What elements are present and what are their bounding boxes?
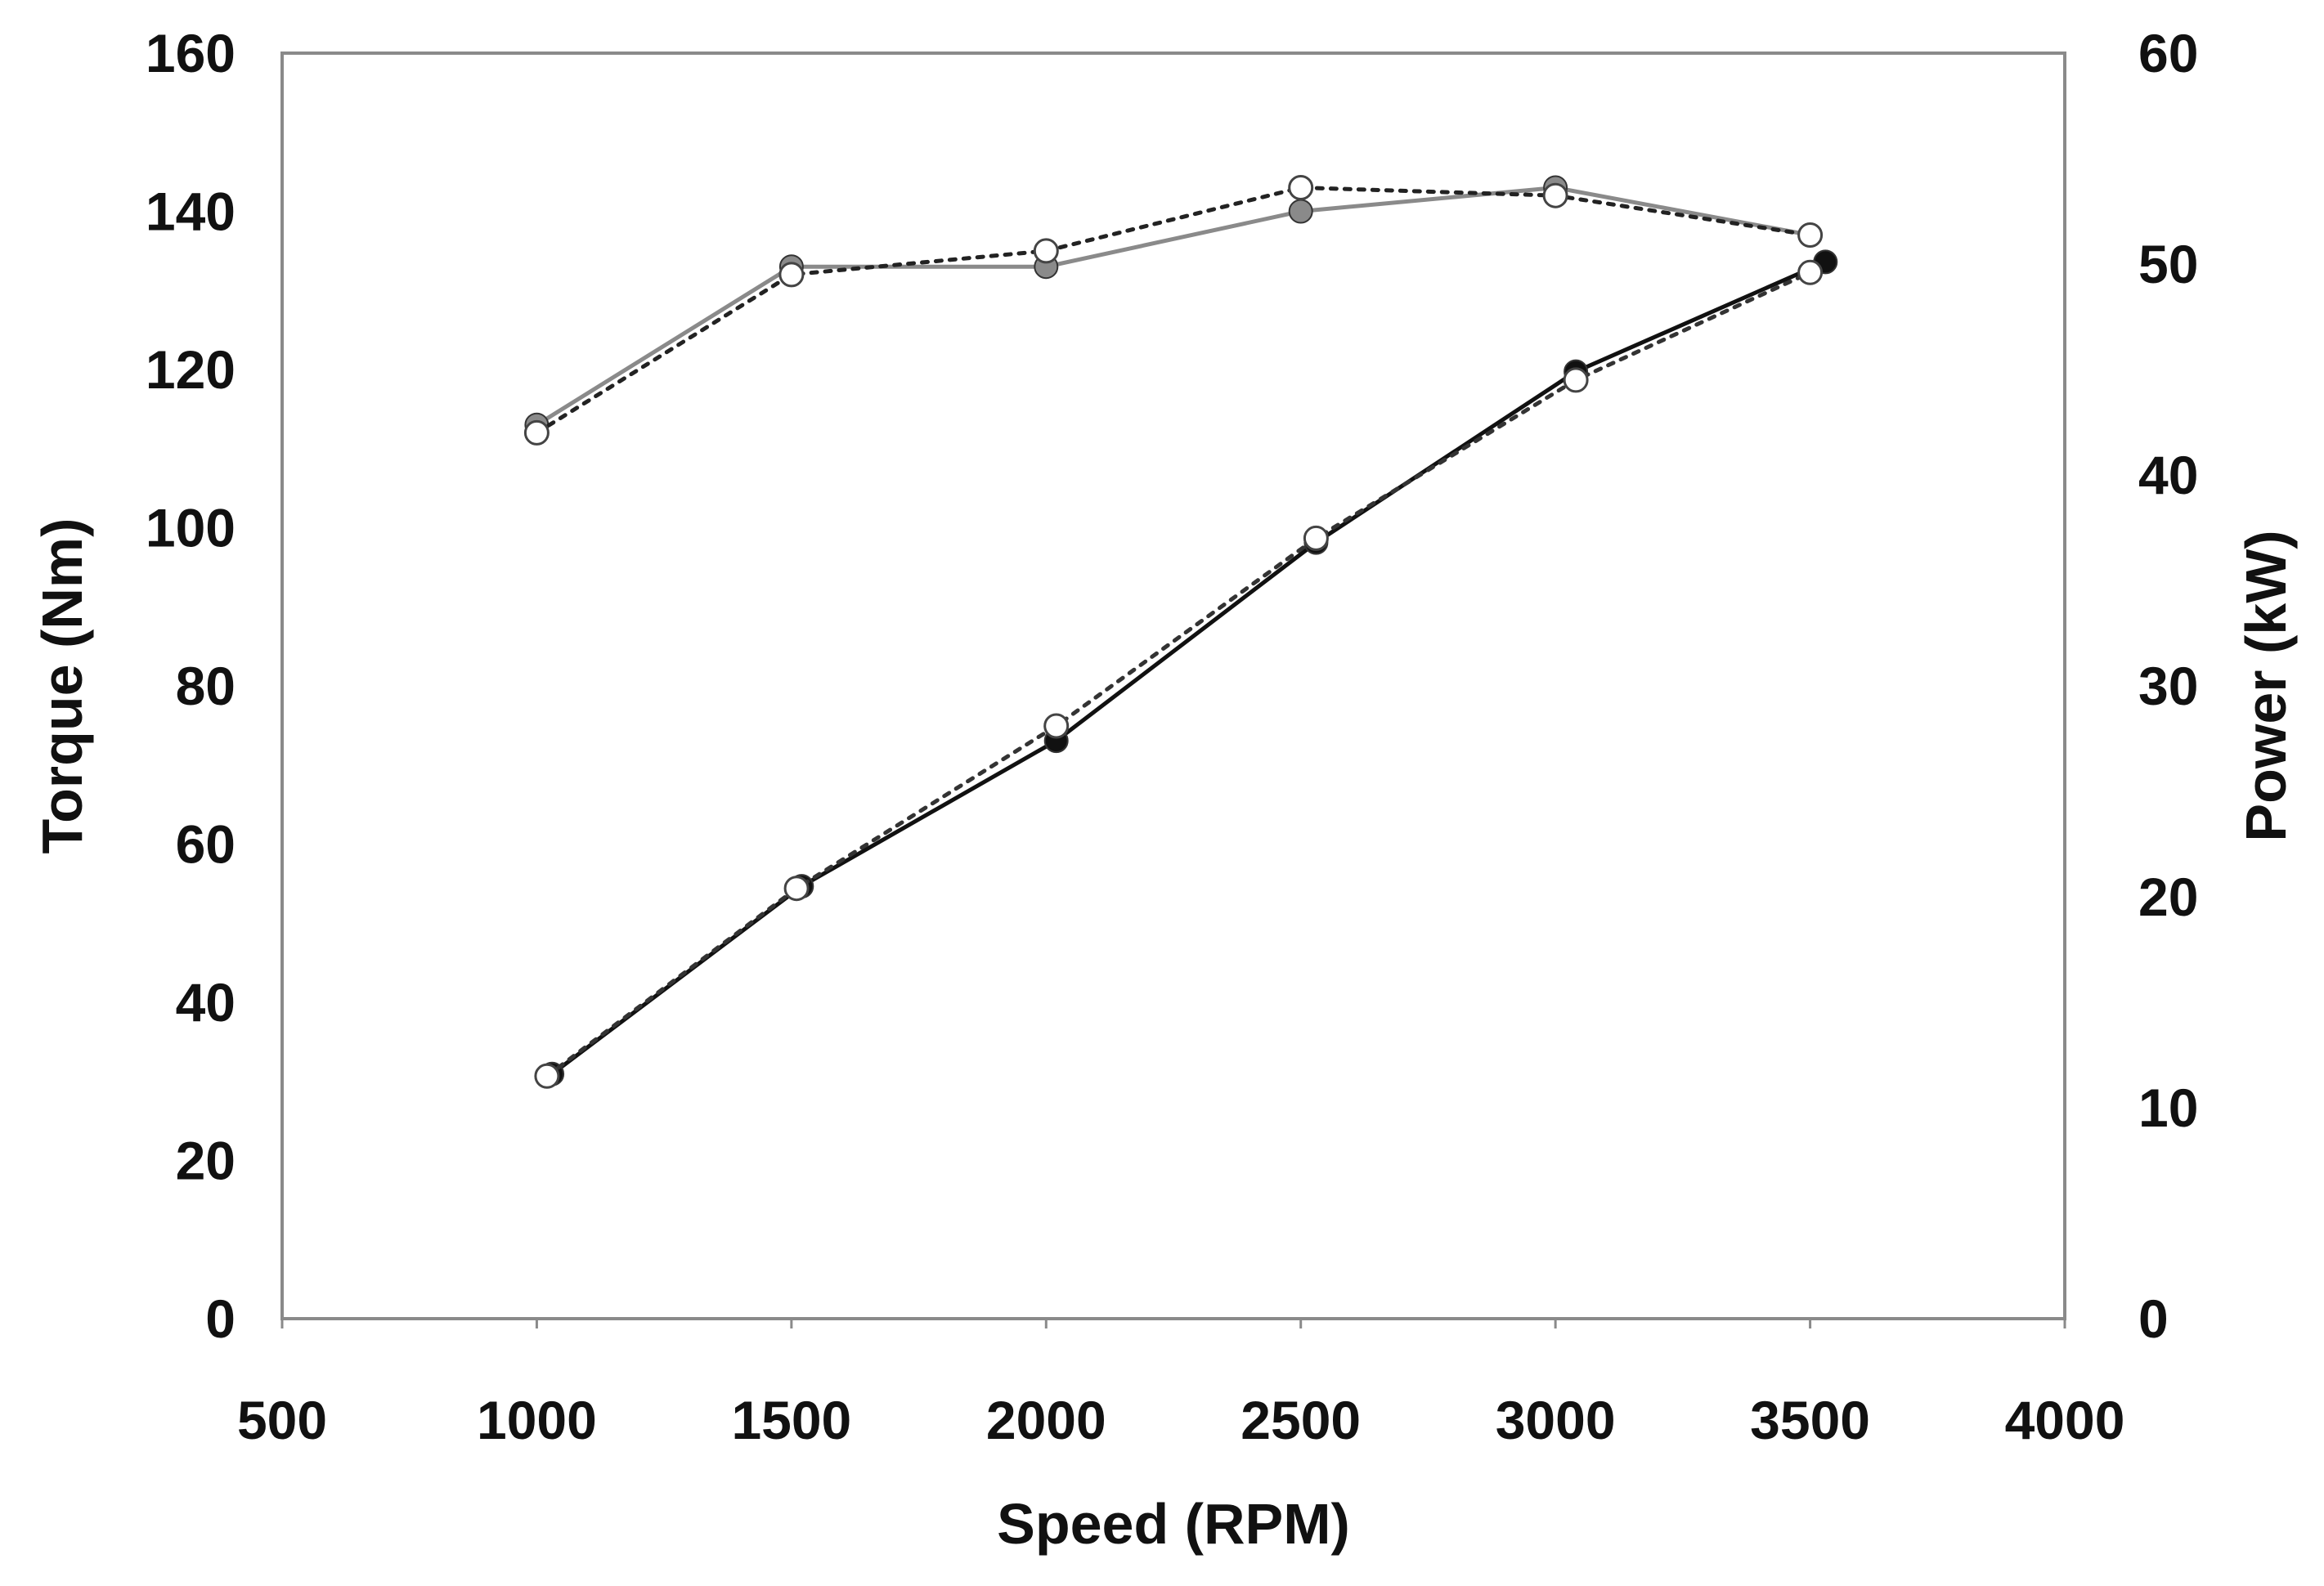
y2-tick-label: 60 xyxy=(2138,23,2198,83)
x-tick-label: 1500 xyxy=(731,1390,851,1450)
x-tick-label: 4000 xyxy=(2005,1390,2125,1450)
series-4-point xyxy=(1303,525,1329,551)
y-tick-label: 0 xyxy=(205,1288,236,1349)
series-2-point xyxy=(1288,175,1314,200)
x-tick-label: 3000 xyxy=(1496,1390,1616,1450)
series-4-point xyxy=(783,876,810,902)
y2-tick-label: 20 xyxy=(2138,867,2198,927)
y2-tick-label: 30 xyxy=(2138,656,2198,716)
series-1-line xyxy=(534,185,1813,428)
series-3-line xyxy=(550,259,1828,1077)
series-1-point xyxy=(1288,199,1313,224)
series-2-point xyxy=(1033,238,1059,264)
series-2-point xyxy=(523,419,550,446)
series-4-point xyxy=(1563,367,1589,393)
series-4-line xyxy=(545,270,1813,1078)
y-tick-label: 40 xyxy=(176,972,236,1033)
series-4-point xyxy=(1797,259,1824,285)
y2-tick-label: 0 xyxy=(2138,1288,2169,1349)
x-tick-label: 2000 xyxy=(986,1390,1106,1450)
y-tick-label: 60 xyxy=(176,814,236,875)
series-2-point xyxy=(1797,222,1824,248)
y2-tick-label: 40 xyxy=(2138,445,2198,505)
y-tick-label: 100 xyxy=(146,498,236,558)
series-2-point xyxy=(778,262,805,288)
x-tick-label: 1000 xyxy=(477,1390,597,1450)
plot-frame xyxy=(280,52,2066,1320)
x-tick-label: 3500 xyxy=(1750,1390,1870,1450)
series-layer xyxy=(523,175,1838,1089)
y2-tick-label: 50 xyxy=(2138,234,2198,294)
y2-tick-labels: 0 10 20 30 40 50 60 xyxy=(2138,23,2198,1349)
y-tick-label: 80 xyxy=(176,656,236,716)
y2-axis-title: Power (kW) xyxy=(2234,530,2298,841)
y-tick-labels: 0 20 40 60 80 100 120 140 160 xyxy=(146,23,236,1349)
x-axis-title: Speed (RPM) xyxy=(997,1492,1350,1556)
series-2-point xyxy=(1542,182,1568,208)
y-tick-label: 140 xyxy=(146,181,236,242)
x-tick-label: 500 xyxy=(237,1390,327,1450)
y-tick-label: 160 xyxy=(146,23,236,83)
x-tick-label: 2500 xyxy=(1241,1390,1361,1450)
y2-tick-label: 10 xyxy=(2138,1077,2198,1138)
y-tick-label: 120 xyxy=(146,339,236,400)
series-2-line xyxy=(534,185,1813,435)
series-4-point xyxy=(1043,713,1070,739)
y-axis-title: Torque (Nm) xyxy=(30,518,94,854)
series-4-point xyxy=(534,1063,560,1089)
y-tick-label: 20 xyxy=(176,1131,236,1191)
x-tick-labels: 500 1000 1500 2000 2500 3000 3500 4000 xyxy=(237,1319,2124,1450)
